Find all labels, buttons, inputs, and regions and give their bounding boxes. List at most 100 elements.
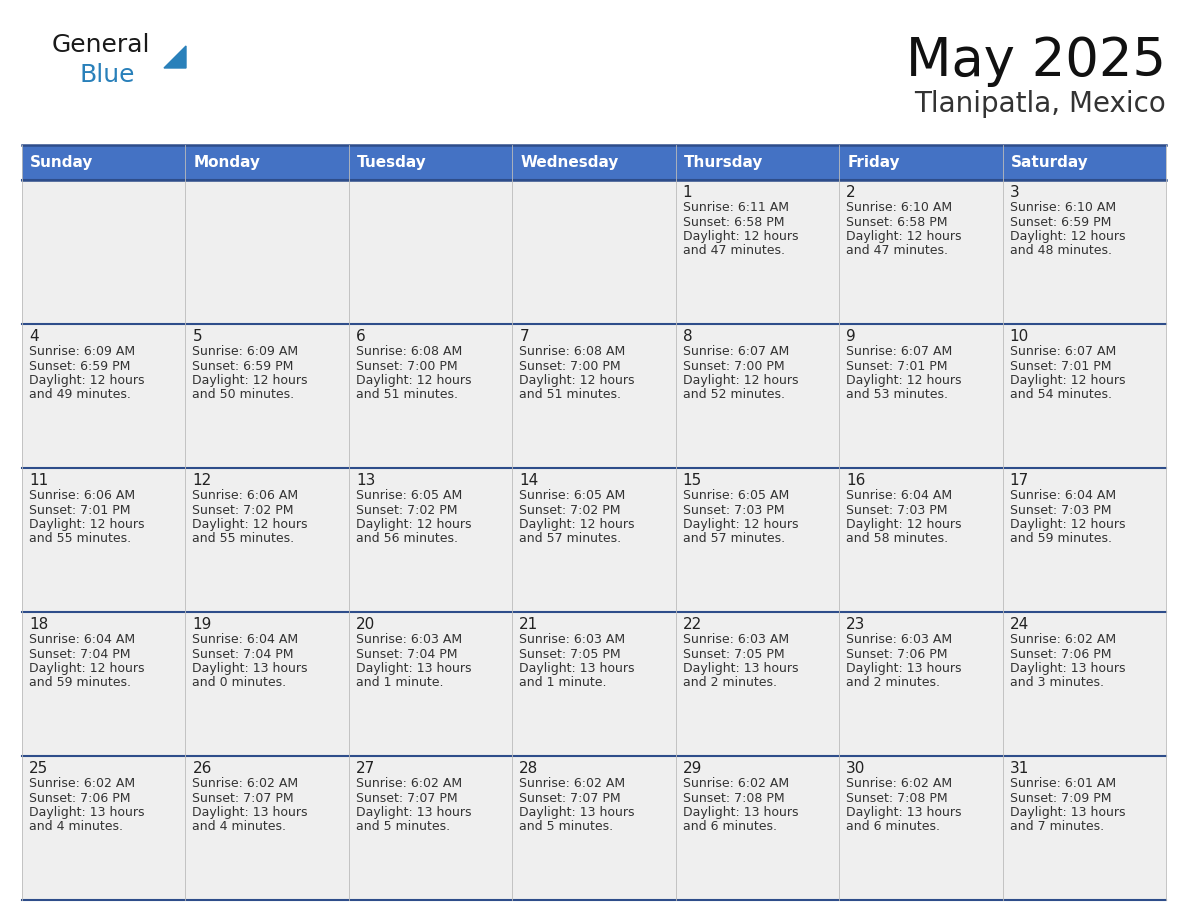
Text: Daylight: 12 hours: Daylight: 12 hours (192, 518, 308, 531)
Text: 5: 5 (192, 329, 202, 344)
Text: 27: 27 (356, 761, 375, 776)
Text: Sunset: 7:00 PM: Sunset: 7:00 PM (356, 360, 457, 373)
Text: Daylight: 13 hours: Daylight: 13 hours (846, 806, 961, 819)
Text: 31: 31 (1010, 761, 1029, 776)
Text: Daylight: 13 hours: Daylight: 13 hours (1010, 662, 1125, 675)
Text: and 2 minutes.: and 2 minutes. (846, 677, 940, 689)
Bar (185, 756, 349, 900)
Text: and 47 minutes.: and 47 minutes. (846, 244, 948, 258)
Text: and 57 minutes.: and 57 minutes. (683, 532, 785, 545)
Text: and 55 minutes.: and 55 minutes. (192, 532, 295, 545)
Text: and 53 minutes.: and 53 minutes. (846, 388, 948, 401)
Bar (512, 468, 676, 612)
Text: Sunrise: 6:02 AM: Sunrise: 6:02 AM (356, 777, 462, 790)
Text: Sunrise: 6:04 AM: Sunrise: 6:04 AM (1010, 489, 1116, 502)
Text: Sunrise: 6:03 AM: Sunrise: 6:03 AM (519, 633, 625, 646)
Text: Sunset: 7:00 PM: Sunset: 7:00 PM (519, 360, 621, 373)
Text: 25: 25 (29, 761, 49, 776)
Bar (1003, 324, 1165, 468)
Text: 24: 24 (1010, 617, 1029, 632)
Text: Sunset: 7:00 PM: Sunset: 7:00 PM (683, 360, 784, 373)
Text: 19: 19 (192, 617, 211, 632)
Text: Sunset: 7:04 PM: Sunset: 7:04 PM (356, 647, 457, 660)
Text: Friday: Friday (847, 155, 899, 170)
Text: Sunset: 7:03 PM: Sunset: 7:03 PM (846, 503, 948, 517)
Text: Daylight: 12 hours: Daylight: 12 hours (29, 518, 145, 531)
Text: Sunrise: 6:10 AM: Sunrise: 6:10 AM (846, 201, 953, 214)
Text: and 50 minutes.: and 50 minutes. (192, 388, 295, 401)
Text: and 5 minutes.: and 5 minutes. (356, 821, 450, 834)
Text: Daylight: 12 hours: Daylight: 12 hours (846, 374, 961, 387)
Text: Sunrise: 6:02 AM: Sunrise: 6:02 AM (519, 777, 625, 790)
Text: Sunset: 7:02 PM: Sunset: 7:02 PM (519, 503, 621, 517)
Text: General: General (52, 33, 151, 57)
Bar (185, 324, 349, 468)
Bar (185, 180, 349, 324)
Text: Sunrise: 6:05 AM: Sunrise: 6:05 AM (683, 489, 789, 502)
Bar (1003, 468, 1165, 612)
Text: and 52 minutes.: and 52 minutes. (683, 388, 785, 401)
Text: and 51 minutes.: and 51 minutes. (519, 388, 621, 401)
Text: Sunset: 6:59 PM: Sunset: 6:59 PM (29, 360, 131, 373)
Text: Daylight: 12 hours: Daylight: 12 hours (1010, 230, 1125, 243)
Text: Tuesday: Tuesday (356, 155, 426, 170)
Text: and 6 minutes.: and 6 minutes. (846, 821, 940, 834)
Text: and 59 minutes.: and 59 minutes. (1010, 532, 1112, 545)
Polygon shape (164, 46, 187, 68)
Text: Sunset: 7:08 PM: Sunset: 7:08 PM (683, 791, 784, 804)
Text: May 2025: May 2025 (906, 35, 1165, 87)
Bar (349, 468, 512, 612)
Text: Daylight: 12 hours: Daylight: 12 hours (356, 518, 472, 531)
Text: Sunday: Sunday (30, 155, 94, 170)
Bar (676, 612, 839, 756)
Text: Sunrise: 6:07 AM: Sunrise: 6:07 AM (846, 345, 953, 358)
Text: Sunrise: 6:04 AM: Sunrise: 6:04 AM (846, 489, 953, 502)
Bar (676, 468, 839, 612)
Bar (839, 468, 1003, 612)
Text: Sunrise: 6:08 AM: Sunrise: 6:08 AM (519, 345, 626, 358)
Text: Sunrise: 6:08 AM: Sunrise: 6:08 AM (356, 345, 462, 358)
Text: Sunrise: 6:02 AM: Sunrise: 6:02 AM (1010, 633, 1116, 646)
Text: Sunset: 7:08 PM: Sunset: 7:08 PM (846, 791, 948, 804)
Text: Sunset: 7:06 PM: Sunset: 7:06 PM (1010, 647, 1111, 660)
Text: 6: 6 (356, 329, 366, 344)
Text: Sunset: 7:02 PM: Sunset: 7:02 PM (192, 503, 293, 517)
Text: Sunrise: 6:11 AM: Sunrise: 6:11 AM (683, 201, 789, 214)
Text: Sunrise: 6:04 AM: Sunrise: 6:04 AM (192, 633, 298, 646)
Text: Sunset: 7:03 PM: Sunset: 7:03 PM (1010, 503, 1111, 517)
Text: Sunrise: 6:02 AM: Sunrise: 6:02 AM (683, 777, 789, 790)
Text: Daylight: 12 hours: Daylight: 12 hours (519, 374, 634, 387)
Text: Sunset: 6:58 PM: Sunset: 6:58 PM (846, 216, 948, 229)
Text: Sunrise: 6:03 AM: Sunrise: 6:03 AM (683, 633, 789, 646)
Bar (676, 180, 839, 324)
Text: Sunset: 7:03 PM: Sunset: 7:03 PM (683, 503, 784, 517)
Text: 17: 17 (1010, 473, 1029, 488)
Text: Daylight: 12 hours: Daylight: 12 hours (683, 374, 798, 387)
Bar (676, 324, 839, 468)
Text: 2: 2 (846, 185, 855, 200)
Text: Sunrise: 6:02 AM: Sunrise: 6:02 AM (29, 777, 135, 790)
Text: and 58 minutes.: and 58 minutes. (846, 532, 948, 545)
Bar (349, 324, 512, 468)
Text: Sunrise: 6:03 AM: Sunrise: 6:03 AM (356, 633, 462, 646)
Text: Sunrise: 6:10 AM: Sunrise: 6:10 AM (1010, 201, 1116, 214)
Text: Blue: Blue (80, 63, 135, 87)
Bar (23, 612, 185, 756)
Text: Sunset: 7:01 PM: Sunset: 7:01 PM (29, 503, 131, 517)
Text: Sunset: 7:09 PM: Sunset: 7:09 PM (1010, 791, 1111, 804)
Bar (676, 756, 839, 900)
Text: 12: 12 (192, 473, 211, 488)
Text: and 56 minutes.: and 56 minutes. (356, 532, 457, 545)
Text: Daylight: 12 hours: Daylight: 12 hours (29, 662, 145, 675)
Text: Daylight: 12 hours: Daylight: 12 hours (29, 374, 145, 387)
Text: Thursday: Thursday (684, 155, 763, 170)
Text: 22: 22 (683, 617, 702, 632)
Text: Tlanipatla, Mexico: Tlanipatla, Mexico (915, 90, 1165, 118)
Text: Wednesday: Wednesday (520, 155, 619, 170)
Text: Sunrise: 6:02 AM: Sunrise: 6:02 AM (846, 777, 953, 790)
Text: and 49 minutes.: and 49 minutes. (29, 388, 131, 401)
Text: Daylight: 13 hours: Daylight: 13 hours (1010, 806, 1125, 819)
Bar (23, 180, 185, 324)
Text: Daylight: 13 hours: Daylight: 13 hours (356, 662, 472, 675)
Text: and 48 minutes.: and 48 minutes. (1010, 244, 1112, 258)
